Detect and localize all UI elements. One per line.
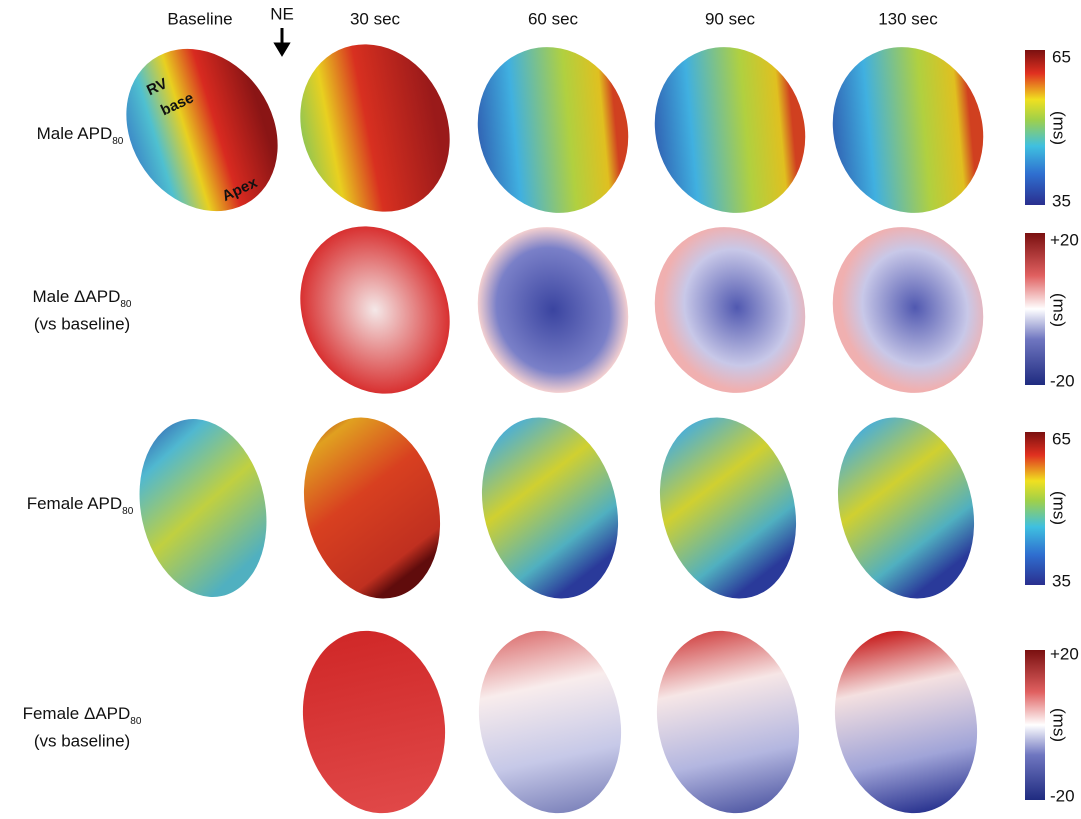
label-sub: 80	[120, 299, 132, 310]
heart-map	[455, 206, 652, 414]
label: Male ΔAPD	[32, 287, 120, 306]
column-header: 60 sec	[528, 9, 579, 28]
colorbar-min: 35	[1052, 191, 1071, 210]
heart-map	[632, 206, 829, 414]
heart-map	[284, 402, 459, 614]
colorbar-max: +20	[1050, 230, 1079, 249]
heart-map	[273, 20, 476, 237]
label: Female ΔAPD	[23, 704, 131, 723]
heart-map	[640, 617, 815, 819]
colorbars	[1025, 50, 1045, 800]
column-header: 90 sec	[705, 9, 756, 28]
heart-map	[818, 617, 993, 819]
heart-map	[818, 402, 993, 614]
colorbar-max: 65	[1052, 429, 1071, 448]
row-label: (vs baseline)	[34, 314, 130, 333]
heart-map	[632, 26, 829, 234]
colorbar-min: 35	[1052, 571, 1071, 590]
colorbar-min: -20	[1050, 786, 1075, 805]
column-header: Baseline	[167, 9, 232, 28]
heart-map	[810, 206, 1007, 414]
colorbar-unit: (ms)	[1050, 111, 1069, 145]
column-header: NE	[270, 4, 294, 23]
row-label: Male ΔAPD80	[32, 287, 131, 309]
colorbar-unit: (ms)	[1050, 293, 1069, 327]
row-label: Male APD80	[37, 124, 124, 146]
heart-map	[95, 19, 308, 240]
heart-map	[462, 402, 637, 614]
colorbar-max: +20	[1050, 644, 1079, 663]
label: Female APD	[27, 494, 122, 513]
heart-map	[124, 407, 283, 609]
colorbar-min: -20	[1050, 371, 1075, 390]
colorbar	[1025, 50, 1045, 205]
heart-maps	[95, 19, 1006, 819]
heart-map	[455, 26, 652, 234]
row-label: (vs baseline)	[34, 731, 130, 750]
row-label: Female APD80	[27, 494, 134, 516]
heart-map	[462, 617, 637, 819]
heart-map	[286, 617, 461, 819]
colorbar-unit: (ms)	[1050, 491, 1069, 525]
label-sub: 80	[112, 136, 124, 147]
arrow	[276, 28, 288, 54]
colorbar	[1025, 233, 1045, 385]
label: Male APD	[37, 124, 113, 143]
colorbar-max: 65	[1052, 47, 1071, 66]
colorbar	[1025, 432, 1045, 585]
heart-map	[810, 26, 1007, 234]
heart-map	[273, 202, 476, 419]
column-header: 30 sec	[350, 9, 401, 28]
label-sub: 80	[122, 506, 134, 517]
colorbar-unit: (ms)	[1050, 708, 1069, 742]
label-sub: 80	[130, 716, 142, 727]
column-header: 130 sec	[878, 9, 938, 28]
colorbar	[1025, 650, 1045, 800]
figure: Baseline NE 30 sec 60 sec 90 sec 130 sec…	[0, 0, 1081, 819]
row-label: Female ΔAPD80	[23, 704, 142, 726]
heart-map	[640, 402, 815, 614]
